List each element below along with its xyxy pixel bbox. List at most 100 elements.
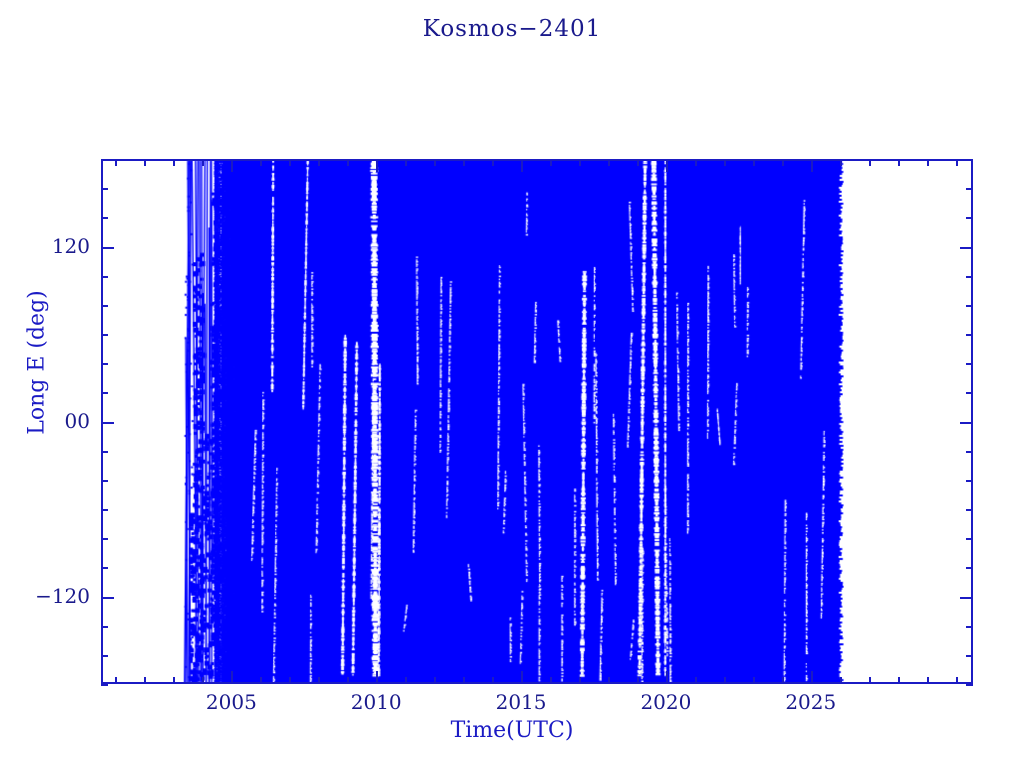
x-minor-tick-top <box>144 159 147 166</box>
x-tick-label: 2020 <box>640 690 692 714</box>
x-tick-label: 2015 <box>495 690 547 714</box>
x-minor-tick <box>260 677 263 684</box>
y-minor-tick <box>101 217 108 220</box>
x-minor-tick-top <box>550 159 553 166</box>
y-minor-tick-right <box>966 538 973 541</box>
y-minor-tick <box>101 334 108 336</box>
x-minor-tick <box>752 677 755 684</box>
y-minor-tick-right <box>966 334 973 336</box>
y-minor-tick-right <box>966 159 973 161</box>
x-minor-tick <box>202 677 205 684</box>
x-tick-label: 2005 <box>205 690 257 714</box>
x-minor-tick-top <box>463 159 466 166</box>
plot-area <box>101 159 973 684</box>
x-major-tick <box>665 671 668 684</box>
y-minor-tick <box>101 509 108 511</box>
y-minor-tick-right <box>966 509 973 511</box>
x-minor-tick-top <box>202 159 205 166</box>
x-major-tick-top <box>665 159 668 172</box>
x-minor-tick-top <box>781 159 784 166</box>
y-minor-tick-right <box>966 217 973 220</box>
y-axis-title: Long E (deg) <box>24 290 50 435</box>
x-minor-tick-top <box>318 159 321 166</box>
y-major-tick <box>101 246 114 249</box>
x-minor-tick-top <box>723 159 726 166</box>
y-minor-tick-right <box>966 684 973 686</box>
x-major-tick-top <box>521 159 524 172</box>
y-minor-tick-right <box>966 450 973 453</box>
y-minor-tick <box>101 625 108 628</box>
x-minor-tick <box>550 677 553 684</box>
x-major-tick-top <box>231 159 234 172</box>
y-minor-tick <box>101 538 108 541</box>
y-minor-tick <box>101 479 108 482</box>
x-major-tick <box>810 671 813 684</box>
x-minor-tick-top <box>752 159 755 166</box>
y-minor-tick <box>101 450 108 453</box>
x-minor-tick-top <box>579 159 581 166</box>
x-minor-tick-top <box>897 159 900 166</box>
y-minor-tick <box>101 392 108 395</box>
x-tick-label: 2025 <box>785 690 837 714</box>
x-minor-tick <box>897 677 900 684</box>
y-minor-tick-right <box>966 275 973 278</box>
y-minor-tick <box>101 567 108 570</box>
y-minor-tick <box>101 684 108 686</box>
page-title: Kosmos−2401 <box>422 16 602 42</box>
x-minor-tick <box>607 677 610 684</box>
y-minor-tick-right <box>966 479 973 482</box>
x-minor-tick <box>115 677 118 684</box>
x-minor-tick <box>405 677 408 684</box>
y-minor-tick-right <box>966 567 973 570</box>
x-major-tick <box>376 671 379 684</box>
x-minor-tick <box>463 677 466 684</box>
x-minor-tick <box>694 677 697 684</box>
x-major-tick-top <box>376 159 379 172</box>
y-minor-tick <box>101 275 108 278</box>
y-minor-tick <box>101 304 108 307</box>
x-minor-tick <box>347 677 350 684</box>
x-minor-tick-top <box>694 159 697 166</box>
x-minor-tick-top <box>492 159 495 166</box>
x-minor-tick <box>434 677 437 684</box>
x-minor-tick <box>579 677 581 684</box>
y-major-tick-right <box>960 421 973 424</box>
y-minor-tick-right <box>966 304 973 307</box>
x-minor-tick <box>723 677 726 684</box>
y-minor-tick-right <box>966 625 973 628</box>
x-minor-tick-top <box>115 159 118 166</box>
x-minor-tick <box>955 677 958 684</box>
y-major-tick-right <box>960 596 973 599</box>
y-major-tick <box>101 596 114 599</box>
x-minor-tick <box>636 677 639 684</box>
y-minor-tick <box>101 654 108 657</box>
x-minor-tick-top <box>405 159 408 166</box>
x-minor-tick <box>492 677 495 684</box>
x-minor-tick-top <box>289 159 292 166</box>
y-minor-tick <box>101 159 108 161</box>
x-minor-tick <box>144 677 147 684</box>
y-minor-tick-right <box>966 363 973 366</box>
y-tick-label: −120 <box>35 583 90 608</box>
y-minor-tick-right <box>966 654 973 657</box>
x-minor-tick-top <box>347 159 350 166</box>
y-tick-label: 120 <box>51 233 90 258</box>
y-minor-tick <box>101 188 108 191</box>
y-major-tick-right <box>960 246 973 249</box>
x-minor-tick-top <box>839 159 842 166</box>
x-minor-tick-top <box>173 159 176 166</box>
x-minor-tick <box>173 677 176 684</box>
y-major-tick <box>101 421 114 424</box>
x-minor-tick <box>868 677 871 684</box>
x-minor-tick-top <box>607 159 610 166</box>
x-minor-tick <box>318 677 321 684</box>
x-minor-tick-top <box>260 159 263 166</box>
data-scatter-layer <box>103 161 971 682</box>
x-minor-tick-top <box>636 159 639 166</box>
x-axis-title: Time(UTC) <box>450 718 574 743</box>
x-major-tick <box>231 671 234 684</box>
y-minor-tick-right <box>966 188 973 191</box>
x-tick-label: 2010 <box>350 690 402 714</box>
x-minor-tick <box>289 677 292 684</box>
y-tick-label: 00 <box>64 408 90 433</box>
